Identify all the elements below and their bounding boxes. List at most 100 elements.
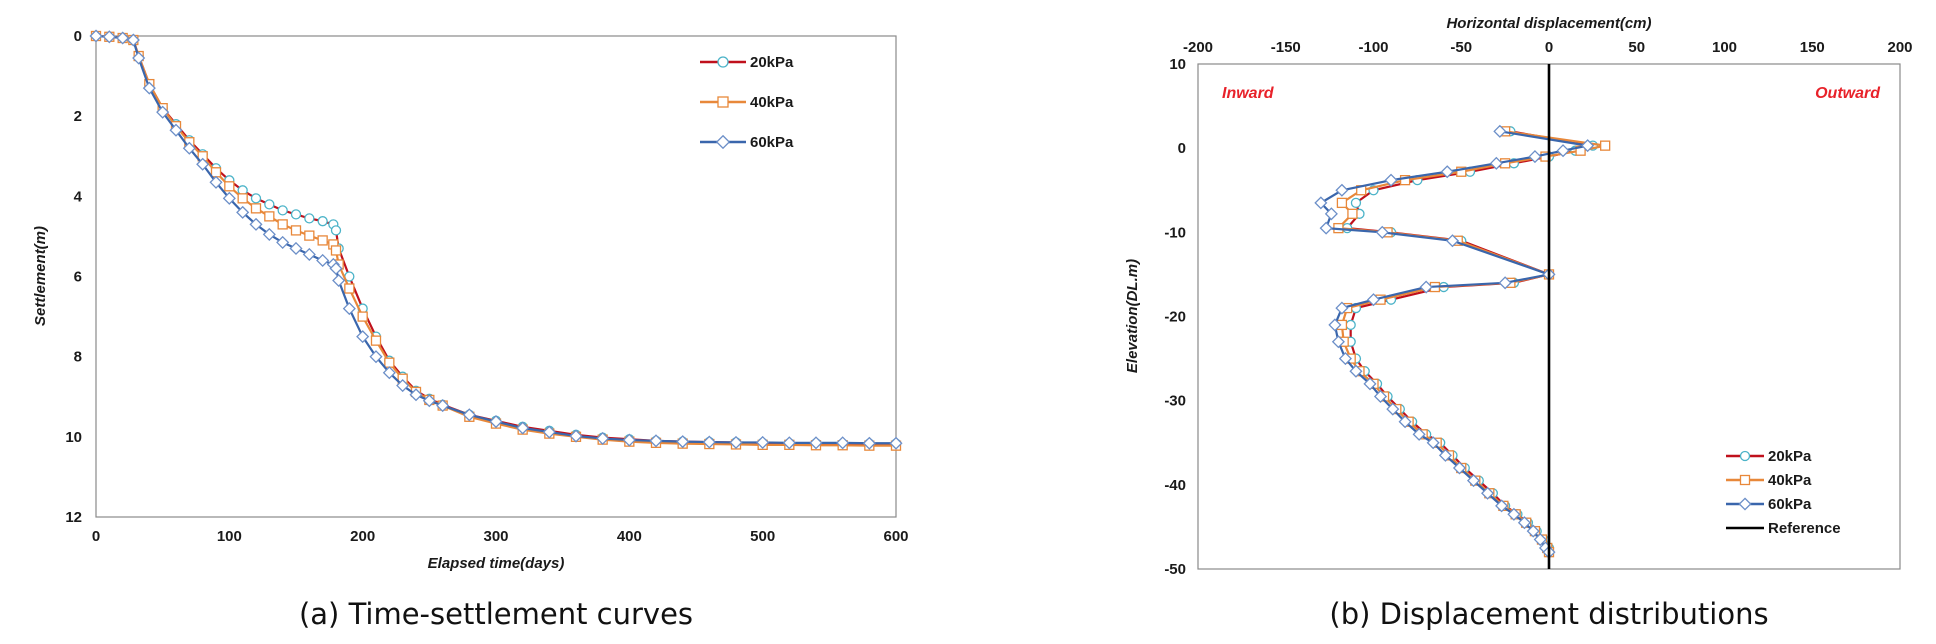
data-point <box>237 193 248 204</box>
legend-entry-20kPa: 20kPa <box>1726 448 1812 465</box>
data-point <box>1533 532 1547 547</box>
data-point <box>126 33 140 47</box>
data-point <box>356 330 370 344</box>
plot-area-a <box>95 35 897 518</box>
data-point <box>264 211 275 222</box>
x-tick-label: 50 <box>1628 39 1645 56</box>
data-point <box>1347 208 1358 219</box>
series-60kPa <box>89 29 903 450</box>
legend-label: 40kPa <box>1768 472 1812 489</box>
legend-label: 60kPa <box>1768 496 1812 513</box>
data-point <box>290 225 302 236</box>
data-point <box>1399 174 1411 186</box>
x-tick-labels-a: 0 100 200 300 400 500 600 <box>92 528 909 545</box>
data-point <box>1373 389 1388 404</box>
data-point <box>836 436 850 450</box>
x-tick-label: -150 <box>1271 39 1301 56</box>
data-point <box>277 219 288 230</box>
data-point <box>422 394 436 408</box>
data-point <box>329 261 343 276</box>
data-point <box>290 209 302 220</box>
legend-label: 20kPa <box>750 54 794 71</box>
legend-label: 20kPa <box>1768 448 1812 465</box>
legend-entry-Reference: Reference <box>1726 520 1841 537</box>
series-line-20kPa <box>1344 130 1594 553</box>
x-tick-label: 0 <box>1545 39 1553 56</box>
series-60kPa <box>1314 124 1595 559</box>
y-tick-label: 4 <box>74 188 83 205</box>
data-point <box>1331 335 1345 349</box>
x-tick-label: 300 <box>483 528 508 545</box>
data-point <box>1398 415 1412 429</box>
legend-label: Reference <box>1768 520 1841 537</box>
series-line-40kPa <box>1335 130 1606 553</box>
data-point <box>116 31 130 45</box>
data-point <box>489 415 503 429</box>
legend-marker <box>717 56 729 68</box>
data-point <box>1440 165 1454 179</box>
data-point <box>1445 234 1460 248</box>
data-point <box>224 181 235 192</box>
data-point <box>370 335 382 346</box>
caption-a: (a) Time-settlement curves <box>299 597 693 631</box>
data-point <box>1349 364 1363 378</box>
data-point <box>302 247 316 261</box>
data-point <box>384 357 395 368</box>
x-tick-label: 0 <box>92 528 100 545</box>
data-point <box>649 434 663 448</box>
data-point <box>369 350 383 364</box>
y-tick-label: -20 <box>1164 309 1186 326</box>
data-point <box>542 425 556 439</box>
data-point <box>702 435 716 449</box>
legend-label: 40kPa <box>750 94 794 111</box>
data-point <box>1466 474 1481 488</box>
data-point <box>1314 196 1328 210</box>
data-point <box>1528 150 1542 164</box>
annotation-outward: Outward <box>1815 85 1881 102</box>
data-point <box>1335 301 1349 315</box>
caption-b: (b) Displacement distributions <box>1329 597 1768 631</box>
data-point <box>1493 124 1507 138</box>
y-tick-label: 0 <box>1178 140 1186 157</box>
data-point <box>289 241 303 255</box>
data-point <box>264 199 275 210</box>
data-point <box>344 283 355 294</box>
annotation-inward: Inward <box>1222 85 1275 102</box>
data-point <box>1489 156 1503 170</box>
data-point <box>277 205 288 216</box>
data-point <box>1498 276 1512 290</box>
x-tick-label: 200 <box>1887 39 1912 56</box>
data-point <box>132 51 146 65</box>
data-point <box>1345 319 1356 331</box>
data-point <box>462 408 476 422</box>
y-axis-title-a: Settlement(m) <box>32 226 49 326</box>
data-point <box>89 29 103 43</box>
x-tick-label: -100 <box>1358 39 1388 56</box>
x-tick-label: 500 <box>750 528 775 545</box>
y-tick-label: -10 <box>1164 224 1186 241</box>
x-tick-labels-b: -200 -150 -100 -50 0 50 100 150 200 <box>1183 39 1913 56</box>
data-point <box>169 123 183 137</box>
y-tick-label: 10 <box>65 429 82 446</box>
legend-marker <box>1739 450 1751 462</box>
data-point <box>332 273 346 288</box>
y-tick-labels-a: 0 2 4 6 8 10 12 <box>65 28 82 526</box>
data-point <box>1600 140 1611 151</box>
legend-marker <box>1739 474 1751 486</box>
data-point <box>1384 173 1398 187</box>
data-point <box>1319 221 1333 235</box>
legend-marker <box>715 134 731 150</box>
data-point <box>330 245 342 256</box>
data-point <box>222 191 236 205</box>
data-point <box>250 193 262 204</box>
series-20kPa <box>1342 126 1599 558</box>
y-tick-label: -30 <box>1164 393 1186 410</box>
data-point <box>1386 402 1400 416</box>
data-point <box>236 205 250 219</box>
x-tick-label: 100 <box>217 528 242 545</box>
y-tick-label: 12 <box>65 509 82 526</box>
legend-label: 60kPa <box>750 134 794 151</box>
legend-entry-40kPa: 40kPa <box>700 94 794 111</box>
data-point <box>196 157 210 171</box>
data-point <box>622 433 636 447</box>
